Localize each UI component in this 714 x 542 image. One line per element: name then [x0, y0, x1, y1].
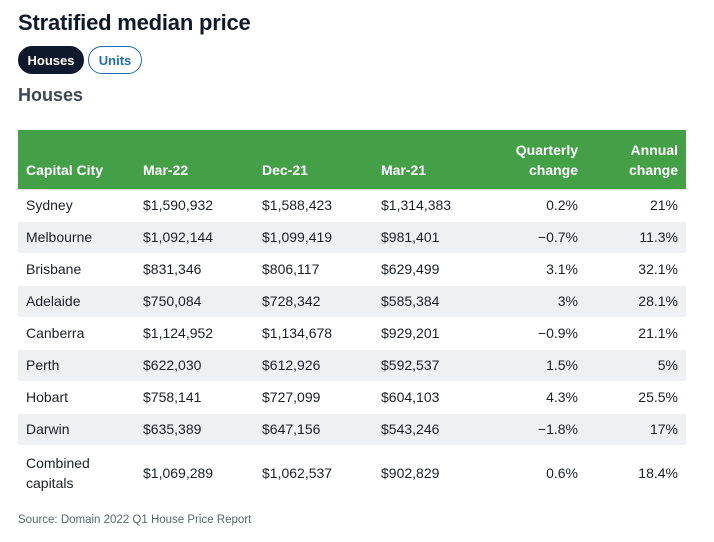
mar21-cell: $1,314,383 [373, 188, 492, 222]
page-title: Stratified median price [18, 10, 251, 35]
table-row: Darwin $635,389 $647,156 $543,246 −1.8% … [18, 412, 686, 446]
mar22-cell: $1,092,144 [135, 220, 254, 254]
mar21-cell: $604,103 [373, 380, 492, 414]
table-row: Brisbane $831,346 $806,117 $629,499 3.1%… [18, 252, 686, 286]
table-row: Perth $622,030 $612,926 $592,537 1.5% 5% [18, 348, 686, 382]
annual-change-cell: 5% [586, 348, 686, 382]
table-row-combined: Combined capitals $1,069,289 $1,062,537 … [18, 444, 686, 502]
median-price-table: Capital City Mar-22 Dec-21 Mar-21 Quarte… [18, 130, 686, 502]
city-cell: Hobart [18, 380, 135, 414]
mar22-cell: $622,030 [135, 348, 254, 382]
units-tab-button[interactable]: Units [88, 46, 142, 74]
dec21-cell: $1,588,423 [254, 188, 373, 222]
mar21-cell: $902,829 [373, 444, 492, 502]
mar22-cell: $758,141 [135, 380, 254, 414]
header-mar21: Mar-21 [381, 161, 427, 178]
city-cell: Brisbane [18, 252, 135, 286]
city-cell: Perth [18, 348, 135, 382]
mar22-cell: $1,124,952 [135, 316, 254, 350]
header-annual-change: Annual change [586, 130, 686, 189]
property-type-toggle: Houses Units [18, 46, 142, 74]
houses-tab-button[interactable]: Houses [18, 46, 84, 74]
table-header-row: Capital City Mar-22 Dec-21 Mar-21 Quarte… [18, 130, 686, 189]
city-cell: Combined capitals [18, 444, 135, 502]
annual-change-cell: 25.5% [586, 380, 686, 414]
city-cell: Canberra [18, 316, 135, 350]
annual-change-cell: 18.4% [586, 444, 686, 502]
city-line2: capitals [26, 475, 74, 491]
header-capital-city: Capital City [26, 161, 104, 178]
annual-change-cell: 28.1% [586, 284, 686, 318]
mar21-cell: $629,499 [373, 252, 492, 286]
header-mar22: Mar-22 [143, 161, 189, 178]
city-line1: Combined [26, 455, 90, 471]
mar22-cell: $831,346 [135, 252, 254, 286]
mar21-cell: $929,201 [373, 316, 492, 350]
annual-change-cell: 17% [586, 412, 686, 446]
quarterly-change-cell: 4.3% [492, 380, 586, 414]
mar22-cell: $750,084 [135, 284, 254, 318]
table-row: Canberra $1,124,952 $1,134,678 $929,201 … [18, 316, 686, 350]
dec21-cell: $728,342 [254, 284, 373, 318]
table-row: Melbourne $1,092,144 $1,099,419 $981,401… [18, 220, 686, 254]
dec21-cell: $1,062,537 [254, 444, 373, 502]
header-quarterly-line1: Quarterly [515, 141, 578, 158]
quarterly-change-cell: 3% [492, 284, 586, 318]
dec21-cell: $1,099,419 [254, 220, 373, 254]
annual-change-cell: 11.3% [586, 220, 686, 254]
dec21-cell: $727,099 [254, 380, 373, 414]
quarterly-change-cell: 0.2% [492, 188, 586, 222]
annual-change-cell: 21% [586, 188, 686, 222]
dec21-cell: $647,156 [254, 412, 373, 446]
mar22-cell: $635,389 [135, 412, 254, 446]
quarterly-change-cell: −0.9% [492, 316, 586, 350]
table-row: Adelaide $750,084 $728,342 $585,384 3% 2… [18, 284, 686, 318]
quarterly-change-cell: 0.6% [492, 444, 586, 502]
quarterly-change-cell: −1.8% [492, 412, 586, 446]
header-annual-line2: change [628, 161, 678, 178]
dec21-cell: $612,926 [254, 348, 373, 382]
dec21-cell: $1,134,678 [254, 316, 373, 350]
city-cell: Sydney [18, 188, 135, 222]
quarterly-change-cell: −0.7% [492, 220, 586, 254]
section-title: Houses [18, 85, 84, 105]
mar21-cell: $585,384 [373, 284, 492, 318]
table-row: Hobart $758,141 $727,099 $604,103 4.3% 2… [18, 380, 686, 414]
header-dec21: Dec-21 [262, 161, 308, 178]
dec21-cell: $806,117 [254, 252, 373, 286]
annual-change-cell: 32.1% [586, 252, 686, 286]
header-annual-line1: Annual [630, 141, 678, 158]
mar21-cell: $592,537 [373, 348, 492, 382]
city-cell: Adelaide [18, 284, 135, 318]
mar21-cell: $981,401 [373, 220, 492, 254]
table-row: Sydney $1,590,932 $1,588,423 $1,314,383 … [18, 188, 686, 222]
annual-change-cell: 21.1% [586, 316, 686, 350]
city-cell: Melbourne [18, 220, 135, 254]
mar22-cell: $1,590,932 [135, 188, 254, 222]
mar21-cell: $543,246 [373, 412, 492, 446]
header-quarterly-line2: change [528, 161, 578, 178]
city-cell: Darwin [18, 412, 135, 446]
mar22-cell: $1,069,289 [135, 444, 254, 502]
header-quarterly-change: Quarterly change [492, 130, 586, 189]
quarterly-change-cell: 1.5% [492, 348, 586, 382]
source-note: Source: Domain 2022 Q1 House Price Repor… [18, 514, 252, 526]
quarterly-change-cell: 3.1% [492, 252, 586, 286]
